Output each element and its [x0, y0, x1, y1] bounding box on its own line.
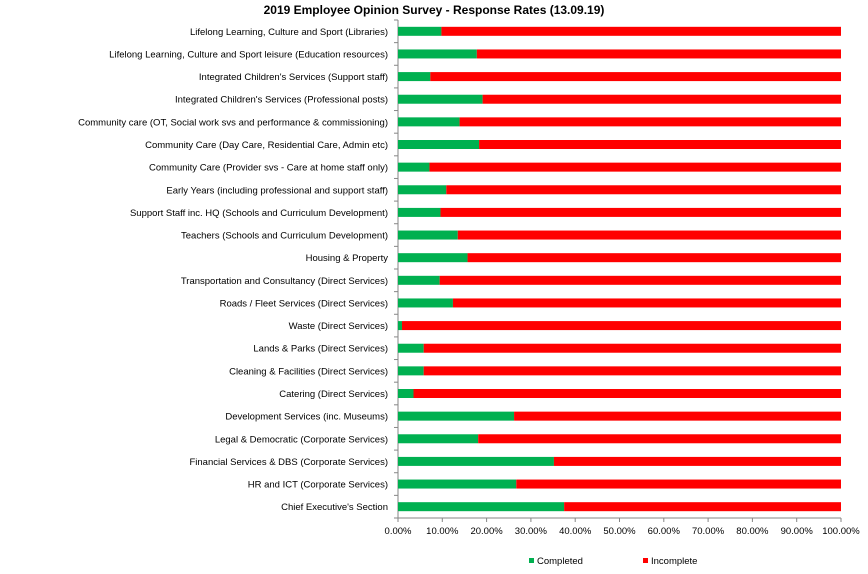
chart-title: 2019 Employee Opinion Survey - Response …: [264, 3, 605, 17]
bar-completed: [398, 434, 479, 444]
bar-completed: [398, 140, 480, 149]
legend-swatch-incomplete: [643, 558, 648, 563]
category-label: Catering (Direct Services): [279, 389, 388, 400]
category-label: Cleaning & Facilities (Direct Services): [229, 366, 388, 377]
legend-label-completed: Completed: [537, 556, 583, 567]
bar-incomplete: [429, 162, 841, 172]
category-label: Community Care (Provider svs - Care at h…: [149, 163, 388, 174]
bar-completed: [398, 26, 442, 36]
x-tick-label: 20.00%: [470, 526, 503, 537]
bar-incomplete: [467, 253, 841, 263]
category-label: Roads / Fleet Services (Direct Services): [220, 298, 388, 309]
bar-completed: [398, 298, 453, 308]
bar-completed: [398, 207, 441, 217]
x-tick-label: 30.00%: [515, 526, 548, 537]
category-label: Lifelong Learning, Culture and Sport lei…: [109, 49, 388, 60]
bar-completed: [398, 366, 424, 376]
category-label: Community care (OT, Social work svs and …: [78, 117, 388, 128]
x-tick-label: 60.00%: [648, 526, 681, 537]
bar-completed: [398, 411, 515, 421]
category-label: Teachers (Schools and Curriculum Develop…: [181, 231, 388, 242]
category-label: Lifelong Learning, Culture and Sport (Li…: [190, 27, 388, 38]
bar-completed: [398, 162, 430, 172]
category-label: Integrated Children's Services (Professi…: [175, 95, 388, 106]
bar-completed: [398, 49, 477, 59]
x-tick-label: 90.00%: [781, 526, 814, 537]
bar-incomplete: [516, 479, 841, 489]
bar-incomplete: [446, 185, 841, 195]
x-tick-label: 100.00%: [822, 526, 860, 537]
category-label: Integrated Children's Services (Support …: [199, 72, 388, 83]
x-tick-label: 50.00%: [603, 526, 636, 537]
bar-completed: [398, 94, 483, 104]
bar-incomplete: [478, 434, 841, 444]
bar-completed: [398, 343, 424, 353]
category-label: Development Services (inc. Museums): [225, 412, 388, 423]
category-label: Legal & Democratic (Corporate Services): [215, 434, 388, 445]
bar-incomplete: [413, 389, 841, 398]
bar-incomplete: [440, 207, 841, 217]
bar-incomplete: [514, 411, 841, 421]
bar-completed: [398, 502, 565, 512]
x-tick-label: 10.00%: [426, 526, 459, 537]
bar-incomplete: [423, 343, 841, 353]
bar-incomplete: [439, 275, 841, 285]
x-tick-label: 40.00%: [559, 526, 592, 537]
bar-completed: [398, 72, 431, 82]
bar-completed: [398, 275, 440, 285]
x-tick-label: 80.00%: [736, 526, 769, 537]
bar-incomplete: [457, 230, 841, 240]
bar-incomplete: [479, 140, 841, 149]
bar-incomplete: [441, 26, 841, 36]
bar-incomplete: [553, 456, 841, 466]
bar-incomplete: [459, 117, 841, 127]
bar-incomplete: [452, 298, 841, 308]
legend-swatch-completed: [529, 558, 534, 563]
category-label: Housing & Property: [306, 253, 389, 264]
category-label: Lands & Parks (Direct Services): [253, 344, 388, 355]
bar-completed: [398, 230, 458, 240]
category-label: Community Care (Day Care, Residential Ca…: [145, 140, 388, 151]
bar-incomplete: [476, 49, 841, 59]
bar-completed: [398, 456, 554, 466]
bar-incomplete: [430, 72, 841, 82]
category-label: Early Years (including professional and …: [166, 185, 388, 196]
bar-completed: [398, 185, 447, 195]
bar-incomplete: [564, 502, 841, 512]
bar-completed: [398, 321, 402, 331]
chart-legend: Completed Incomplete: [529, 556, 697, 567]
category-label: Transportation and Consultancy (Direct S…: [181, 276, 388, 287]
bar-incomplete: [482, 94, 841, 104]
category-label: Support Staff inc. HQ (Schools and Curri…: [130, 208, 388, 219]
bar-completed: [398, 389, 414, 398]
bar-completed: [398, 253, 468, 263]
bar-incomplete: [423, 366, 841, 376]
category-label: Waste (Direct Services): [289, 321, 388, 332]
x-tick-label: 70.00%: [692, 526, 725, 537]
bar-incomplete: [401, 321, 841, 331]
plot-area: Lifelong Learning, Culture and Sport (Li…: [78, 19, 860, 537]
category-label: HR and ICT (Corporate Services): [248, 480, 388, 491]
bar-completed: [398, 117, 460, 127]
bar-completed: [398, 479, 517, 489]
category-label: Chief Executive's Section: [281, 502, 388, 513]
category-label: Financial Services & DBS (Corporate Serv…: [189, 457, 388, 468]
legend-label-incomplete: Incomplete: [651, 556, 697, 567]
x-tick-label: 0.00%: [385, 526, 412, 537]
